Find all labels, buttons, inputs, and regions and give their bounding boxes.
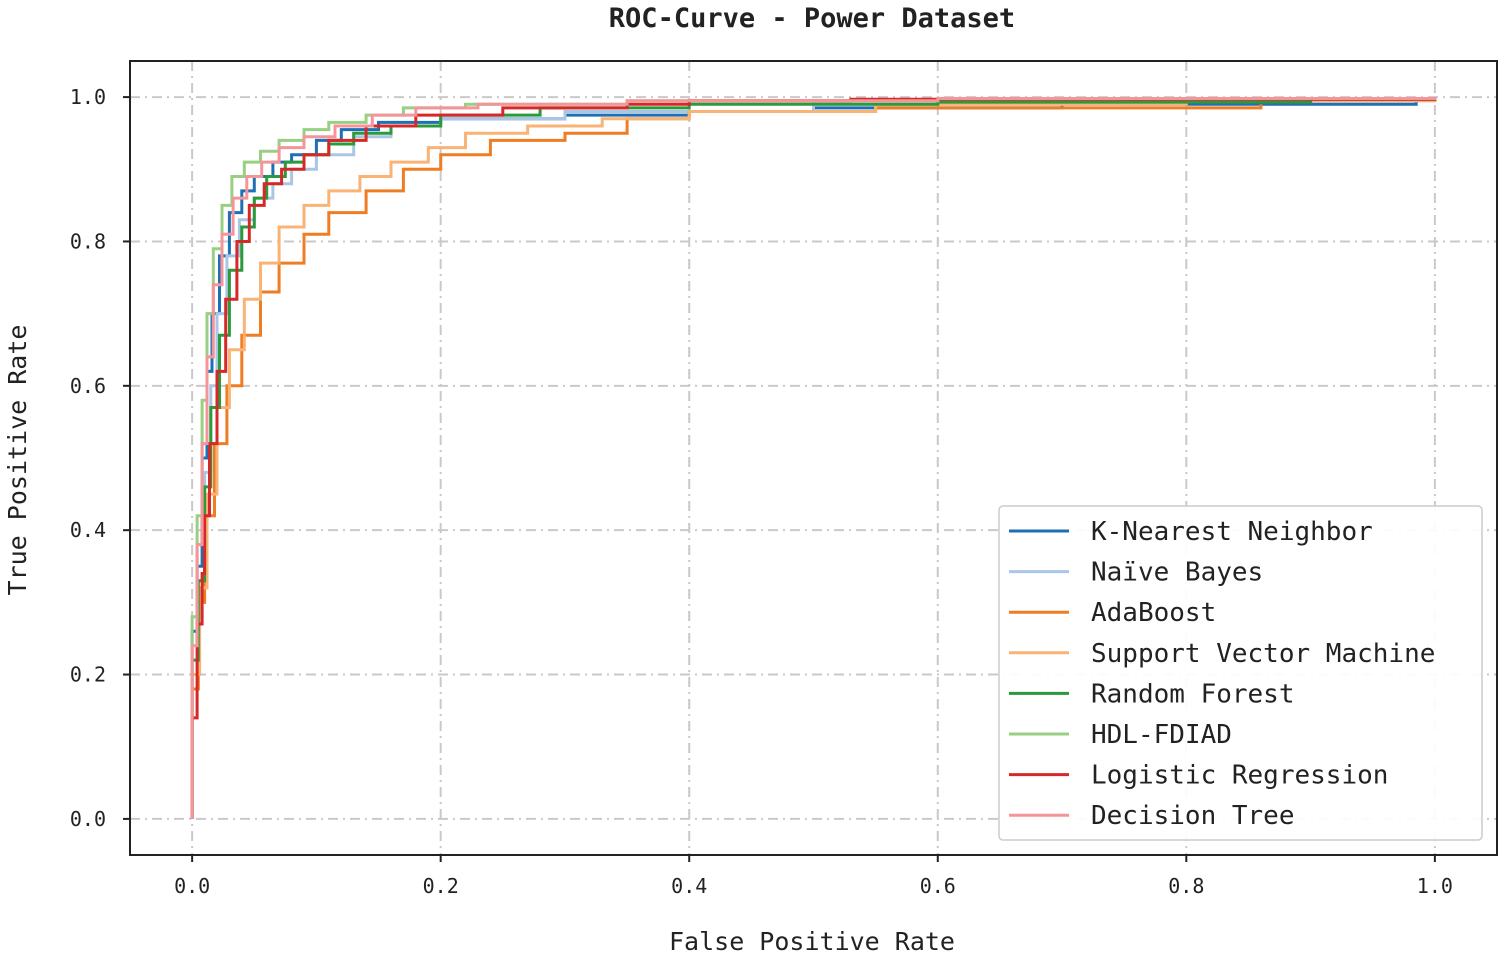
legend-label: Support Vector Machine [1091,639,1435,669]
legend-label: Random Forest [1091,679,1295,709]
y-tick-label: 0.4 [70,518,106,542]
series-line-6 [190,97,1437,819]
series-line-2 [190,104,1263,819]
series-layer [190,97,1437,819]
series-line-7 [190,97,1437,819]
grid-layer [130,61,1497,855]
x-tick-label: 0.6 [920,874,956,898]
legend-label: Logistic Regression [1091,761,1388,791]
legend-box [998,505,1483,841]
series-line-3 [190,97,1437,819]
ticks-layer: 0.0 0.2 0.4 0.6 0.8 1.0 0.0 0.2 0.4 0.6 0.8 1.0 [70,85,1453,898]
plot-frame [129,60,1498,856]
y-tick-label: 0.8 [70,229,106,253]
legend-label: Decision Tree [1091,801,1295,831]
y-tick-label: 0.6 [70,374,106,398]
legend: K-Nearest Neighbor Naïve Bayes AdaBoost Sup… [998,505,1483,841]
legend-label: K-Nearest Neighbor [1091,517,1373,547]
x-tick-label: 1.0 [1417,874,1453,898]
y-tick-label: 0.2 [70,663,106,687]
y-axis-label: True Positive Rate [3,325,32,596]
y-tick-label: 0.0 [70,807,106,831]
x-tick-label: 0.0 [174,874,210,898]
y-tick-label: 1.0 [70,85,106,109]
legend-label: Naïve Bayes [1091,558,1263,588]
x-tick-label: 0.8 [1168,874,1204,898]
chart-title: ROC-Curve - Power Dataset [609,3,1015,34]
legend-label: AdaBoost [1091,598,1216,628]
x-tick-label: 0.4 [671,874,707,898]
x-axis-label: False Positive Rate [669,927,955,956]
legend-label: HDL-FDIAD [1091,720,1232,750]
x-tick-label: 0.2 [423,874,459,898]
